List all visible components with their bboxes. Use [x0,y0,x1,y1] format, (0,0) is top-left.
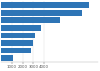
Bar [1,40,33,46]
Bar [1,25,41,31]
Bar [1,2,89,8]
Bar [1,55,13,61]
Bar [1,17,60,23]
Bar [1,10,82,16]
Bar [1,48,31,53]
Bar [1,33,36,38]
